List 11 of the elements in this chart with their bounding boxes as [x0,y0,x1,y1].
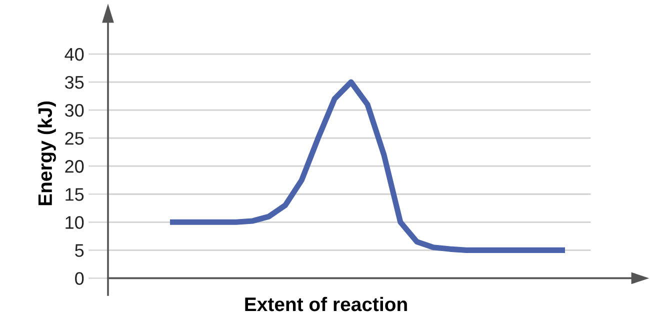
y-tick-label: 5 [75,244,84,257]
y-tick-label: 15 [66,188,84,201]
y-tick-label: 10 [66,216,84,229]
y-tick-label: 30 [64,104,84,117]
y-tick-label: 25 [65,132,84,145]
y-axis-title: Energy (kJ) [38,102,56,206]
y-tick-label: 0 [75,272,84,285]
y-tick-label: 35 [64,76,84,89]
x-axis-title: Extent of reaction [245,296,407,312]
y-tick-label: 20 [65,160,84,173]
y-tick-label: 40 [64,48,84,61]
